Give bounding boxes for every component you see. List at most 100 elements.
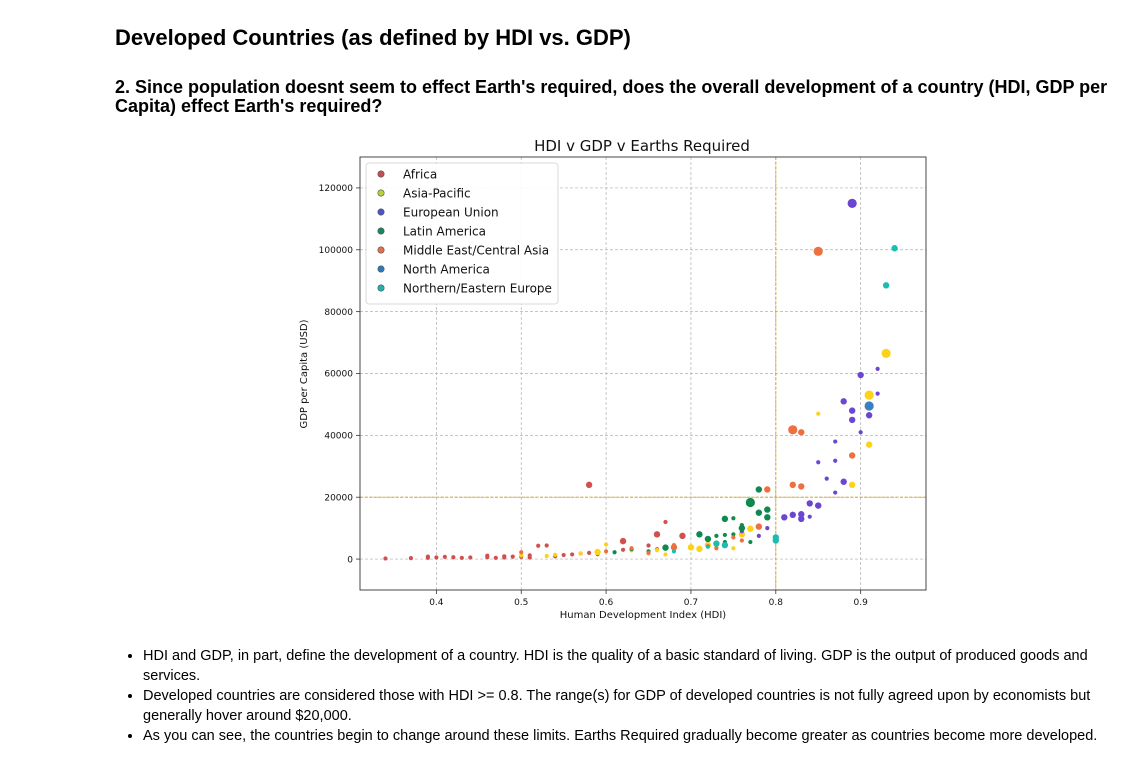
data-point <box>713 540 720 547</box>
data-point <box>747 525 754 532</box>
data-point <box>864 390 874 400</box>
data-point <box>881 348 891 358</box>
data-point <box>813 246 823 256</box>
data-point <box>756 533 761 538</box>
data-point <box>721 515 729 523</box>
data-point <box>425 555 430 560</box>
data-point <box>671 549 677 554</box>
x-tick-label: 0.8 <box>769 598 784 608</box>
data-point <box>561 552 566 558</box>
data-point <box>629 546 634 551</box>
reference-lines <box>360 157 926 590</box>
data-point <box>833 490 838 495</box>
data-point <box>519 550 524 555</box>
data-point <box>646 543 651 548</box>
data-point <box>858 430 863 435</box>
data-point <box>502 555 507 560</box>
data-point <box>848 407 856 414</box>
data-point <box>619 537 627 545</box>
data-point <box>653 531 661 538</box>
data-point <box>468 555 473 560</box>
x-tick-label: 0.9 <box>853 598 868 608</box>
data-point <box>578 551 583 556</box>
data-point <box>662 544 669 551</box>
data-point <box>654 548 660 553</box>
x-tick-label: 0.7 <box>684 598 698 608</box>
legend-label: Middle East/Central Asia <box>403 243 549 257</box>
legend-marker <box>377 170 385 178</box>
data-point <box>553 552 558 557</box>
data-point <box>848 416 856 424</box>
data-point <box>764 514 771 521</box>
legend-marker <box>377 284 385 292</box>
data-point <box>891 245 898 252</box>
y-tick-label: 20000 <box>324 493 353 503</box>
data-point <box>875 391 880 396</box>
data-point <box>789 511 796 519</box>
data-point <box>875 366 880 371</box>
data-point <box>848 481 856 489</box>
data-point <box>722 532 727 538</box>
data-point <box>738 531 746 538</box>
legend-label: North America <box>403 262 490 276</box>
data-point <box>739 522 744 528</box>
data-point <box>764 486 771 493</box>
data-point <box>798 429 805 436</box>
data-point <box>485 555 490 560</box>
data-point <box>864 401 874 411</box>
legend-marker <box>377 227 385 235</box>
legend: Africa Asia-Pacific European Union Latin Am… <box>365 162 559 305</box>
data-point <box>840 478 847 485</box>
data-point <box>857 371 864 379</box>
data-point <box>755 523 763 530</box>
legend-marker <box>377 265 385 273</box>
data-point <box>696 531 703 538</box>
data-point <box>806 500 813 507</box>
data-point <box>731 516 736 521</box>
data-point <box>671 543 677 548</box>
data-point <box>434 555 439 560</box>
data-point <box>731 546 736 551</box>
x-tick-label: 0.6 <box>599 598 614 608</box>
data-point <box>519 553 524 558</box>
legend-box <box>365 162 559 305</box>
data-point <box>544 553 549 559</box>
data-point <box>739 538 744 543</box>
y-tick-label: 0 <box>347 555 353 565</box>
data-point <box>755 509 763 516</box>
question-heading: 2. Since population doesnt seem to effec… <box>115 77 1108 116</box>
data-point <box>721 541 729 549</box>
data-point <box>865 412 873 419</box>
data-point <box>442 554 447 560</box>
y-axis-label: GDP per Capita (USD) <box>299 319 310 428</box>
legend-marker <box>377 246 385 254</box>
data-point <box>536 543 541 548</box>
x-tick-label: 0.5 <box>514 598 528 608</box>
points-layer <box>383 198 898 561</box>
data-point <box>848 452 856 459</box>
y-tick-label: 40000 <box>324 432 353 442</box>
data-point <box>731 535 736 540</box>
data-point <box>646 550 651 555</box>
data-point <box>882 282 890 289</box>
data-point <box>603 542 609 547</box>
data-point <box>663 519 668 525</box>
data-point <box>781 514 788 521</box>
data-point <box>833 458 838 463</box>
data-point <box>570 552 575 557</box>
data-point <box>459 555 464 560</box>
data-point <box>687 544 695 551</box>
data-point <box>704 535 712 543</box>
data-point <box>527 555 532 560</box>
data-point <box>798 483 805 490</box>
note-item: HDI and GDP, in part, define the develop… <box>143 646 1123 686</box>
data-point <box>585 481 593 489</box>
data-point <box>594 548 601 556</box>
y-tick-label: 120000 <box>319 184 354 194</box>
chart-title: HDI v GDP v Earths Required <box>534 137 750 155</box>
data-point <box>663 552 668 557</box>
legend-label: European Union <box>403 205 499 219</box>
data-point <box>789 481 796 489</box>
data-point <box>603 549 609 554</box>
data-point <box>544 543 549 548</box>
